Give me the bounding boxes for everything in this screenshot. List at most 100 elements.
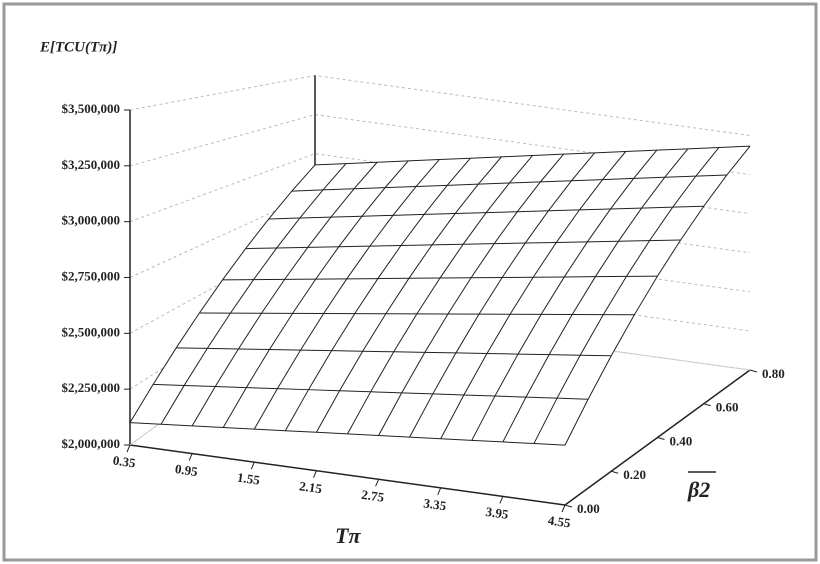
surface-cell <box>533 398 589 446</box>
surface-cell <box>471 396 526 442</box>
surface-cell <box>463 211 518 245</box>
surface-cell <box>308 350 363 391</box>
surface-line <box>253 159 440 430</box>
surface-cell <box>455 183 510 214</box>
surface-cell <box>261 279 316 314</box>
surface-cell <box>440 243 495 279</box>
x-tick <box>499 496 504 504</box>
surface-cell <box>331 313 386 352</box>
surface-line <box>502 148 689 443</box>
surface-cell <box>557 355 612 400</box>
surface-line <box>222 160 409 428</box>
surface-cell <box>246 349 301 389</box>
surface-cell <box>525 354 581 399</box>
surface-cell <box>517 180 572 212</box>
y-tick-label: 0.00 <box>577 501 600 516</box>
surface-cell <box>315 246 370 280</box>
y-tick <box>703 403 711 407</box>
surface-cell <box>130 384 185 425</box>
surface-cell <box>549 314 604 356</box>
x-tick <box>437 487 442 496</box>
surface-cell <box>556 208 611 243</box>
x-tick <box>312 470 317 478</box>
y-tick-label: 0.60 <box>716 400 739 415</box>
surface-cell <box>432 212 487 245</box>
x-axis-title: Tπ <box>335 523 361 548</box>
y-tick <box>657 437 665 440</box>
surface-cell <box>432 352 487 395</box>
y-tick <box>611 470 619 474</box>
surface-line <box>347 155 533 435</box>
surface-line <box>564 145 751 446</box>
surface-cell <box>540 152 595 182</box>
surface-cell <box>416 277 472 314</box>
y-tick-label: 0.80 <box>762 366 785 381</box>
surface-cell <box>393 185 448 216</box>
x-tick-label: 4.55 <box>547 512 572 530</box>
surface-cell <box>424 313 480 353</box>
y-axis-title: β2 <box>687 477 710 502</box>
surface-cell <box>463 353 519 397</box>
surface-cell <box>207 313 262 349</box>
surface-cell <box>486 314 542 355</box>
surface-line <box>533 147 720 444</box>
surface-cell <box>245 218 300 249</box>
surface-cell <box>292 278 347 314</box>
x-tick-label: 0.95 <box>174 461 199 479</box>
x-tick-label: 2.15 <box>298 478 323 496</box>
surface-cell <box>322 162 378 190</box>
surface-cell <box>291 163 347 192</box>
surface-cell <box>564 241 619 277</box>
surface-cell <box>587 208 642 242</box>
surface-cell <box>176 313 231 349</box>
surface-cell <box>518 314 573 355</box>
surface-cell <box>222 247 277 280</box>
surface-cell <box>361 186 417 217</box>
surface-cell <box>541 276 596 315</box>
z-tick-label: $2,250,000 <box>62 380 121 395</box>
surface-cell <box>339 351 394 392</box>
surface-cell <box>610 177 665 209</box>
surface-cell <box>354 278 409 314</box>
surface-cell <box>533 241 588 278</box>
surface-cell <box>494 210 549 244</box>
z-tick-label: $2,000,000 <box>62 436 121 451</box>
surface-cell <box>579 178 634 210</box>
surface-cell <box>509 154 564 184</box>
surface-cell <box>571 151 626 181</box>
surface-cell <box>447 156 502 186</box>
surface-cell <box>486 181 541 213</box>
surface-line <box>440 151 627 439</box>
surface-cell <box>347 391 402 436</box>
z-axis-title: E[TCU(Tπ)] <box>39 39 117 55</box>
surface-cell <box>525 209 580 244</box>
x-tick <box>250 461 255 470</box>
surface-cell <box>416 158 471 187</box>
surface-cell <box>316 390 371 434</box>
surface-cell <box>299 188 355 219</box>
surface-cell <box>478 155 533 185</box>
surface-cell <box>618 207 673 242</box>
surface-cell <box>424 184 479 215</box>
surface-cell <box>346 245 401 279</box>
surface-cell <box>238 313 293 350</box>
surface-cell <box>641 176 696 209</box>
surface-cell <box>184 348 239 387</box>
z-tick-label: $3,500,000 <box>62 101 121 116</box>
surface-line <box>409 152 596 438</box>
surface-cell <box>277 350 332 390</box>
x-tick <box>188 453 193 461</box>
surface-cell <box>548 179 603 211</box>
surface-cell <box>502 397 558 444</box>
surface-cell <box>471 243 526 278</box>
surface-cell <box>602 150 657 180</box>
y-tick <box>564 504 573 508</box>
surface-cell <box>369 214 425 247</box>
surface-cell <box>580 314 635 356</box>
surface-cell <box>633 148 688 179</box>
grid-line <box>129 192 751 278</box>
x-tick <box>375 479 380 487</box>
z-tick-label: $3,250,000 <box>62 157 121 172</box>
surface-cell <box>254 388 309 431</box>
